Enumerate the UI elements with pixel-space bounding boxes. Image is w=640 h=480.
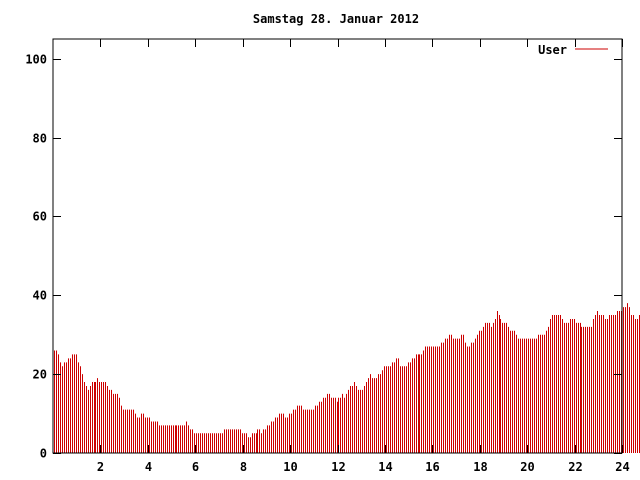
x-tick-label: 20 xyxy=(520,460,534,474)
x-axis: 2 4 6 8 10 12 14 16 18 20 22 24 xyxy=(97,39,630,474)
plot-frame xyxy=(52,38,623,454)
y-axis: 0 20 40 60 80 100 xyxy=(25,53,622,461)
x-tick-label: 6 xyxy=(192,460,199,474)
bars-layer xyxy=(54,303,640,453)
y-tick-label: 100 xyxy=(25,53,47,67)
x-tick-label: 14 xyxy=(378,460,392,474)
y-tick-label: 60 xyxy=(33,210,47,224)
y-tick-label: 80 xyxy=(33,132,47,146)
x-tick-label: 18 xyxy=(473,460,487,474)
x-tick-label: 12 xyxy=(331,460,345,474)
x-tick-label: 4 xyxy=(145,460,152,474)
x-tick-label: 8 xyxy=(240,460,247,474)
legend-label-user: User xyxy=(538,43,567,57)
x-tick-label: 2 xyxy=(97,460,104,474)
y-tick-label: 40 xyxy=(33,289,47,303)
y-tick-label: 20 xyxy=(33,368,47,382)
x-tick-label: 24 xyxy=(615,460,629,474)
y-tick-label: 0 xyxy=(40,447,47,461)
chart-title: Samstag 28. Januar 2012 xyxy=(253,12,419,26)
x-tick-label: 10 xyxy=(283,460,297,474)
x-tick-label: 16 xyxy=(425,460,439,474)
legend: User xyxy=(538,43,608,57)
x-tick-label: 22 xyxy=(568,460,582,474)
